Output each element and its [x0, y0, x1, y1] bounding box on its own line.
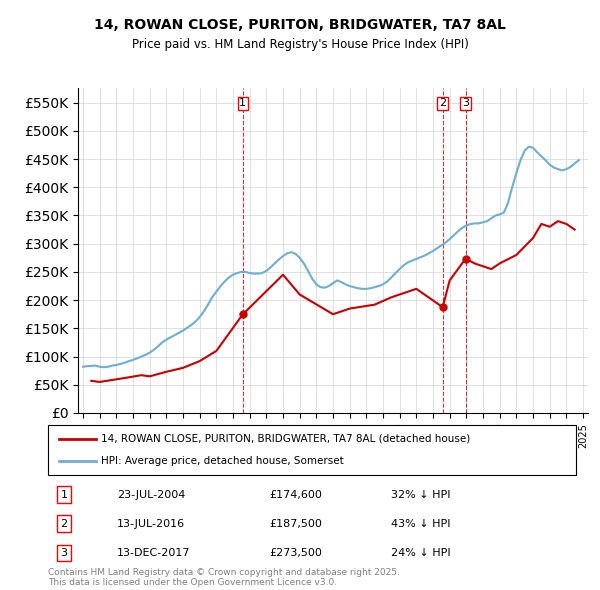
Text: Price paid vs. HM Land Registry's House Price Index (HPI): Price paid vs. HM Land Registry's House … — [131, 38, 469, 51]
FancyBboxPatch shape — [48, 425, 576, 475]
Text: £187,500: £187,500 — [270, 519, 323, 529]
Text: HPI: Average price, detached house, Somerset: HPI: Average price, detached house, Some… — [101, 456, 344, 466]
Text: £273,500: £273,500 — [270, 548, 323, 558]
Text: 14, ROWAN CLOSE, PURITON, BRIDGWATER, TA7 8AL: 14, ROWAN CLOSE, PURITON, BRIDGWATER, TA… — [94, 18, 506, 32]
Text: 13-DEC-2017: 13-DEC-2017 — [116, 548, 190, 558]
Text: 3: 3 — [462, 98, 469, 108]
Text: Contains HM Land Registry data © Crown copyright and database right 2025.
This d: Contains HM Land Registry data © Crown c… — [48, 568, 400, 587]
Text: £174,600: £174,600 — [270, 490, 323, 500]
Text: 13-JUL-2016: 13-JUL-2016 — [116, 519, 185, 529]
Text: 2: 2 — [60, 519, 67, 529]
Text: 23-JUL-2004: 23-JUL-2004 — [116, 490, 185, 500]
Text: 2: 2 — [439, 98, 446, 108]
Text: 32% ↓ HPI: 32% ↓ HPI — [391, 490, 451, 500]
Text: 3: 3 — [61, 548, 67, 558]
Text: 43% ↓ HPI: 43% ↓ HPI — [391, 519, 451, 529]
Text: 1: 1 — [61, 490, 67, 500]
Text: 14, ROWAN CLOSE, PURITON, BRIDGWATER, TA7 8AL (detached house): 14, ROWAN CLOSE, PURITON, BRIDGWATER, TA… — [101, 434, 470, 444]
Text: 1: 1 — [239, 98, 246, 108]
Text: 24% ↓ HPI: 24% ↓ HPI — [391, 548, 451, 558]
